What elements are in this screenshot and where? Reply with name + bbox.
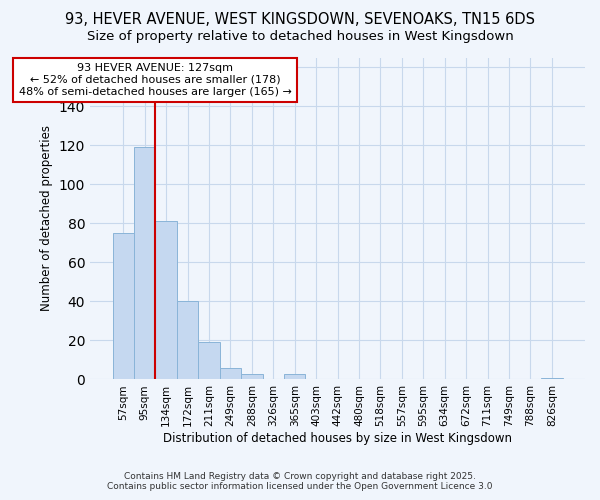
Y-axis label: Number of detached properties: Number of detached properties [40, 126, 53, 312]
Text: 93 HEVER AVENUE: 127sqm
← 52% of detached houses are smaller (178)
48% of semi-d: 93 HEVER AVENUE: 127sqm ← 52% of detache… [19, 64, 292, 96]
Bar [198, 342, 220, 380]
Bar [241, 374, 263, 380]
Bar [220, 368, 241, 380]
Bar [284, 374, 305, 380]
Text: Contains HM Land Registry data © Crown copyright and database right 2025.
Contai: Contains HM Land Registry data © Crown c… [107, 472, 493, 491]
Bar [134, 148, 155, 380]
Text: Size of property relative to detached houses in West Kingsdown: Size of property relative to detached ho… [86, 30, 514, 43]
Text: 93, HEVER AVENUE, WEST KINGSDOWN, SEVENOAKS, TN15 6DS: 93, HEVER AVENUE, WEST KINGSDOWN, SEVENO… [65, 12, 535, 28]
Bar [113, 233, 134, 380]
Bar [541, 378, 563, 380]
Bar [177, 302, 198, 380]
X-axis label: Distribution of detached houses by size in West Kingsdown: Distribution of detached houses by size … [163, 432, 512, 445]
Bar [155, 222, 177, 380]
